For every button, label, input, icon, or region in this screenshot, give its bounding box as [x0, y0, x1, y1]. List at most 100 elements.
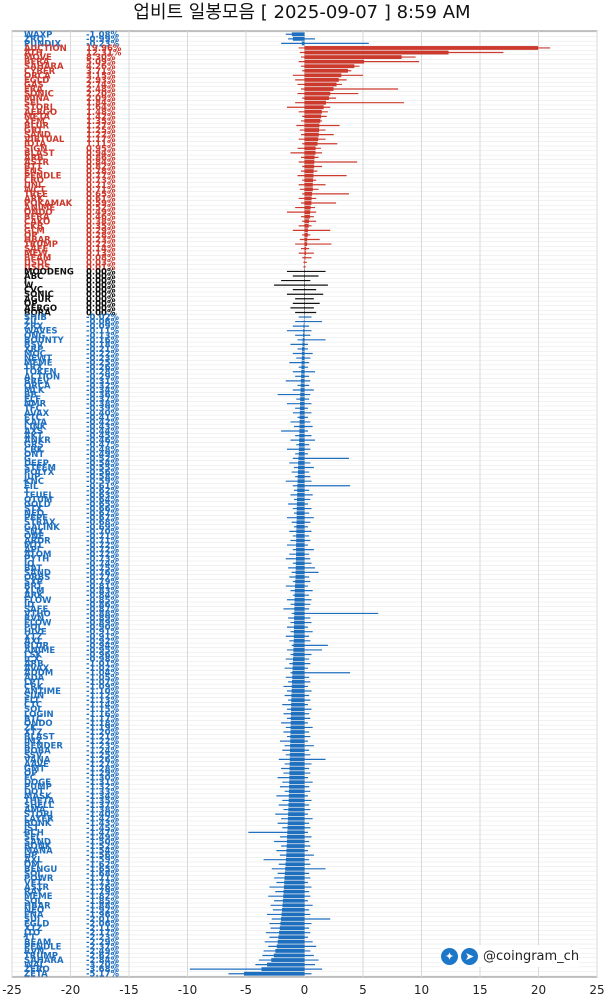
bar-value-label: 0.73% [86, 176, 116, 186]
bar-name-label: SAND [24, 837, 51, 847]
bar-value-label: -2.17% [86, 929, 119, 939]
bar [294, 620, 305, 625]
bar-value-label: -0.77% [86, 573, 119, 583]
bar-value-label: -1.71% [86, 874, 119, 884]
bar-name-label: CAKO [24, 217, 50, 227]
bar-name-label: SAFE [24, 605, 49, 615]
bar-value-label: -1.50% [86, 837, 119, 847]
bar-name-label: SIGN [24, 144, 47, 154]
bar-name-label: HBAR [24, 901, 51, 911]
bar-name-label: ZETA [24, 970, 48, 980]
bar-value-label: -0.90% [86, 623, 119, 633]
bar-value-label: -0.66% [86, 505, 119, 515]
bar-name-label: BOUNTY [24, 336, 65, 346]
bar [304, 100, 327, 105]
bar-name-label: AVAX [24, 664, 50, 674]
bar-name-label: OM [24, 860, 40, 870]
bar [294, 611, 305, 616]
bar [304, 96, 329, 101]
bar [304, 296, 305, 301]
bar [304, 68, 348, 73]
bar-value-label: -1.43% [86, 819, 119, 829]
bar [293, 643, 305, 648]
bar-name-label: CRO [24, 176, 44, 186]
bar [301, 356, 305, 360]
bar-value-label: -0.21% [86, 345, 119, 355]
bar [282, 907, 305, 912]
bar-value-label: -2.62% [86, 951, 119, 961]
bar [284, 880, 305, 885]
bar-value-label: -2.23% [86, 933, 119, 943]
bar-name-label: WAVES [24, 327, 58, 337]
bar-name-label: OP [24, 231, 37, 241]
bar-value-label: 0.00% [86, 299, 116, 309]
bar-name-label: PENDLE [24, 942, 62, 952]
bar-value-label: -0.79% [86, 578, 119, 588]
bar-value-label: -0.69% [86, 523, 119, 533]
bar-value-label: 0.52% [86, 204, 116, 214]
bar-value-label: -0.28% [86, 368, 119, 378]
bar-name-label: CYBER [24, 67, 56, 77]
bar-name-label: KNC [24, 477, 44, 487]
bar-value-label: 0.00% [86, 290, 116, 300]
bar [304, 292, 305, 297]
bar-value-label: -0.47% [86, 441, 119, 451]
bar [283, 885, 305, 889]
bar-name-label: PYTH [24, 555, 49, 565]
bar-value-label: -0.87% [86, 605, 119, 615]
bar-value-label: 0.71% [86, 185, 116, 195]
twitter-icon[interactable]: ✦ [441, 947, 458, 965]
bar-value-label: 0.23% [86, 235, 116, 245]
bar [291, 702, 305, 707]
bar-value-label: -0.95% [86, 646, 119, 656]
bar-name-label: GRS [24, 441, 44, 451]
bar-value-label: -2.37% [86, 942, 119, 952]
bar-value-label: -0.58% [86, 473, 119, 483]
bar [304, 264, 305, 269]
bar [304, 77, 339, 82]
bar-value-label: -0.52% [86, 454, 119, 464]
bar [292, 661, 305, 666]
bar-value-label: 0.08% [86, 254, 116, 264]
bar [304, 305, 305, 310]
bar-value-label: 3.71% [86, 67, 116, 77]
bar-value-label: -0.56% [86, 468, 119, 478]
bar [299, 429, 305, 433]
bar-name-label: ORCA [24, 71, 51, 81]
bar-value-label: -0.09% [86, 322, 119, 332]
bar [303, 319, 305, 324]
bar-value-label: 1.84% [86, 99, 116, 109]
bar [296, 529, 305, 534]
bar [304, 128, 320, 132]
bar [300, 397, 305, 402]
bar-name-label: AERGO [24, 304, 57, 314]
bar-name-label: BCH [24, 828, 44, 838]
bar [304, 191, 313, 196]
bar [289, 766, 305, 771]
bar-name-label: NEWT [24, 354, 52, 364]
bar-name-label: AKT [24, 432, 43, 442]
bar [287, 830, 305, 835]
bar-value-label: -0.85% [86, 596, 119, 606]
bar [289, 775, 305, 780]
bar-value-label: 0.22% [86, 240, 116, 250]
bar [279, 926, 305, 931]
bar-value-label: 0.78% [86, 167, 116, 177]
bar-name-label: POL [24, 623, 43, 633]
bar-name-label: FIL [24, 482, 39, 492]
bar [304, 246, 307, 251]
bar-name-label: GOLD [24, 500, 51, 510]
bar [296, 506, 305, 511]
bar [299, 410, 305, 415]
bar [267, 962, 305, 967]
bar-value-label: -0.46% [86, 436, 119, 446]
bar-value-label: 1.35% [86, 117, 116, 127]
bar [286, 853, 305, 858]
bar [295, 575, 305, 579]
bar-value-label: -1.88% [86, 901, 119, 911]
bar [293, 625, 305, 630]
bar-value-label: -0.34% [86, 386, 119, 396]
bar-value-label: -1.29% [86, 769, 119, 779]
bar-value-label: -0.02% [86, 313, 119, 323]
telegram-icon[interactable]: ➤ [461, 947, 478, 965]
